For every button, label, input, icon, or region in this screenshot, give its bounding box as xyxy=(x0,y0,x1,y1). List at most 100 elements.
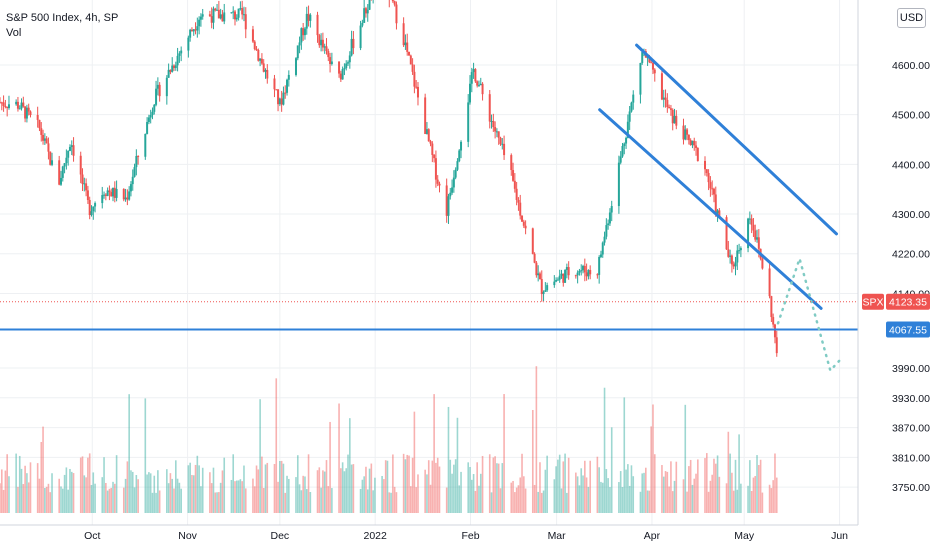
volume-bar xyxy=(664,471,667,513)
candle-body xyxy=(24,106,27,119)
candle-body xyxy=(752,224,755,231)
volume-bar xyxy=(244,488,247,513)
volume-bar xyxy=(304,476,306,513)
candle-body xyxy=(738,250,741,252)
volume-bar xyxy=(691,484,694,513)
candle-body xyxy=(7,104,10,109)
y-tick-label: 4500.00 xyxy=(892,110,930,122)
volume-bar xyxy=(671,491,674,513)
volume-bar xyxy=(711,474,713,513)
candle-body xyxy=(695,145,698,148)
volume-bar xyxy=(338,403,340,513)
candle-body xyxy=(15,101,18,105)
candle-body xyxy=(129,184,132,192)
volume-bar xyxy=(627,464,629,513)
volume-bar xyxy=(775,477,778,513)
volume-bar xyxy=(42,426,44,513)
candle-body xyxy=(434,158,437,180)
support-price-text: 4067.55 xyxy=(889,324,927,336)
volume-bar xyxy=(135,475,138,513)
candle-body xyxy=(366,9,369,14)
volume-bar xyxy=(404,459,407,513)
volume-bar xyxy=(553,479,556,513)
candle-body xyxy=(190,29,193,32)
volume-bar xyxy=(454,459,457,513)
volume-bar xyxy=(94,483,96,513)
volume-bar xyxy=(535,366,538,513)
candle-body xyxy=(305,13,308,29)
candle-body xyxy=(187,37,190,51)
currency-button[interactable]: USD xyxy=(897,8,926,28)
volume-bar xyxy=(79,457,82,513)
volume-bar xyxy=(492,457,495,513)
candle-body xyxy=(180,50,183,54)
candle-body xyxy=(773,324,776,338)
candle-body xyxy=(469,83,472,103)
candle-body xyxy=(589,269,592,275)
volume-bar xyxy=(216,492,218,513)
candle-body xyxy=(255,49,258,51)
candle-body xyxy=(49,151,52,165)
volume-bar xyxy=(533,484,536,513)
candle-body xyxy=(90,211,93,216)
candle-body xyxy=(757,237,760,249)
candle-body xyxy=(277,89,280,105)
volume-bar xyxy=(259,399,261,513)
volume-bar xyxy=(88,453,91,513)
candle-body xyxy=(273,78,276,90)
volume-bar xyxy=(411,457,414,513)
y-tick-label: 3750.00 xyxy=(892,482,930,494)
volume-bar xyxy=(381,475,383,513)
candle-body xyxy=(621,146,624,157)
volume-bar xyxy=(192,475,195,513)
drawings[interactable] xyxy=(0,43,858,373)
volume-bar xyxy=(436,457,439,513)
candle-body xyxy=(553,281,556,286)
volume-bar xyxy=(600,481,602,513)
y-tick-label: 4300.00 xyxy=(892,209,930,221)
x-tick-label: Apr xyxy=(644,530,661,542)
volume-bar xyxy=(621,487,624,513)
candle-body xyxy=(275,89,278,91)
volume-bar xyxy=(558,454,561,513)
candle-body xyxy=(675,115,678,126)
volume-bar xyxy=(714,463,717,513)
volume-bar xyxy=(734,459,737,513)
volume-bar xyxy=(209,472,211,513)
candle-body xyxy=(460,141,463,151)
candle-body xyxy=(761,258,764,269)
candle-body xyxy=(22,102,25,107)
candle-body xyxy=(542,291,545,295)
volume-bar xyxy=(45,486,48,513)
volume-bar xyxy=(365,466,367,513)
volume-bar xyxy=(768,484,771,513)
candle-body xyxy=(83,183,86,185)
candle-body xyxy=(363,8,366,23)
volume-bar xyxy=(503,394,505,513)
candle-body xyxy=(165,77,168,97)
volume-bar xyxy=(173,488,175,513)
candle-body xyxy=(221,14,224,22)
candle-body xyxy=(280,98,283,105)
candle-body xyxy=(133,167,136,177)
candle-body xyxy=(662,97,665,100)
candle-body xyxy=(601,242,604,255)
volume-bar xyxy=(343,471,346,513)
volume-bar xyxy=(740,483,742,513)
volume-bar xyxy=(327,486,330,513)
candle-body xyxy=(445,185,448,216)
candle-body xyxy=(587,269,590,277)
candle-body xyxy=(361,22,364,26)
candle-body xyxy=(429,141,432,144)
volume-bar xyxy=(589,460,591,513)
candle-body xyxy=(131,176,134,185)
x-tick-label: Jun xyxy=(831,530,848,542)
volume-bar xyxy=(415,487,417,513)
volume-bar xyxy=(15,453,17,513)
volume-bar xyxy=(388,492,391,513)
volume-bar xyxy=(758,465,760,513)
volume-bar xyxy=(707,491,710,513)
candle-body xyxy=(47,143,50,152)
volume-bar xyxy=(449,459,452,513)
